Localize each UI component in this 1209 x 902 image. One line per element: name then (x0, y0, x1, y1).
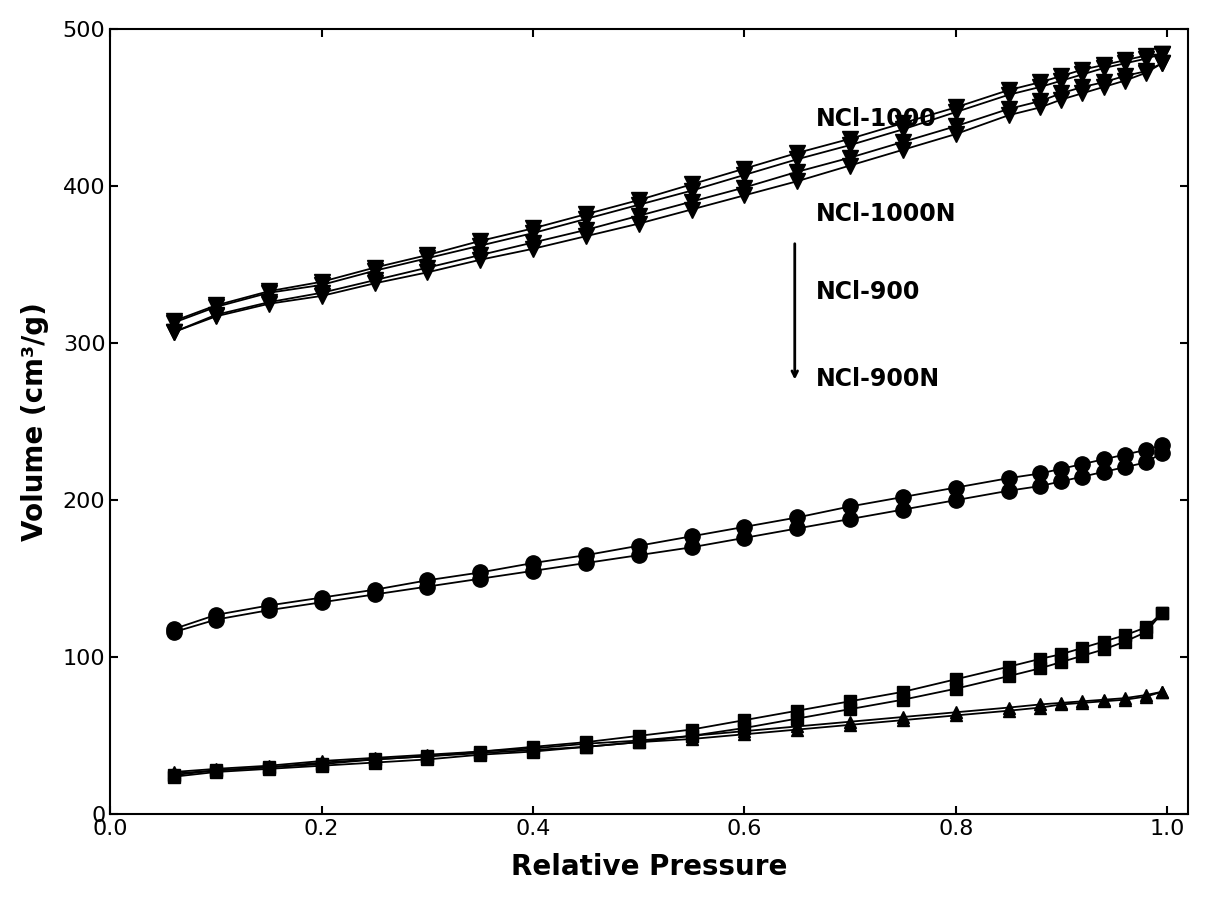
Y-axis label: Volume (cm³/g): Volume (cm³/g) (21, 302, 48, 541)
X-axis label: Relative Pressure: Relative Pressure (511, 853, 787, 881)
Text: NCl-900: NCl-900 (816, 281, 921, 304)
Text: NCl-1000N: NCl-1000N (816, 202, 956, 226)
Text: NCl-1000: NCl-1000 (816, 107, 937, 132)
Text: NCl-900N: NCl-900N (816, 366, 941, 391)
